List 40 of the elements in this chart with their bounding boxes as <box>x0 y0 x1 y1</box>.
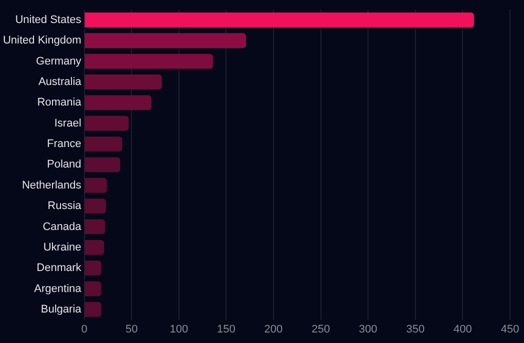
y-tick-label: Poland <box>47 158 82 171</box>
y-tick-label: Bulgaria <box>40 303 82 316</box>
x-tick-label: 250 <box>312 323 330 336</box>
y-tick-label: United States <box>15 14 82 26</box>
x-tick-label: 100 <box>170 323 188 336</box>
bar <box>84 12 474 28</box>
bar <box>84 157 120 172</box>
y-tick-label: Israel <box>54 117 82 130</box>
y-tick-label: Argentina <box>34 282 82 295</box>
y-tick-label: Denmark <box>36 262 82 274</box>
x-tick-label: 150 <box>217 323 236 336</box>
y-tick-label: Netherlands <box>22 179 82 192</box>
y-tick-label: Germany <box>36 55 82 68</box>
bar <box>84 95 152 110</box>
y-tick-label: Ukraine <box>43 241 82 254</box>
x-tick-label: 400 <box>454 323 472 336</box>
y-tick-label: Canada <box>42 220 82 233</box>
x-tick-label: 50 <box>125 323 138 336</box>
bar <box>84 198 106 214</box>
y-tick-label: Russia <box>48 200 82 212</box>
bar <box>84 74 162 90</box>
bar <box>84 302 102 317</box>
y-tick-label: France <box>47 138 82 150</box>
x-tick-label: 350 <box>406 323 425 336</box>
y-tick-label: United Kingdom <box>2 34 82 47</box>
x-tick-label: 200 <box>264 323 283 336</box>
bar <box>84 178 107 193</box>
bar <box>84 54 213 69</box>
bar <box>84 33 246 48</box>
y-tick-label: Australia <box>38 76 82 88</box>
bar <box>84 116 129 131</box>
bar <box>84 240 104 255</box>
bar <box>84 260 102 276</box>
y-tick-label: Romania <box>37 96 82 109</box>
x-tick-label: 300 <box>358 323 378 336</box>
x-tick-label: 450 <box>500 323 520 336</box>
bar <box>84 136 122 152</box>
bar <box>84 281 102 296</box>
bar <box>84 219 106 234</box>
x-tick-label: 0 <box>81 323 88 336</box>
